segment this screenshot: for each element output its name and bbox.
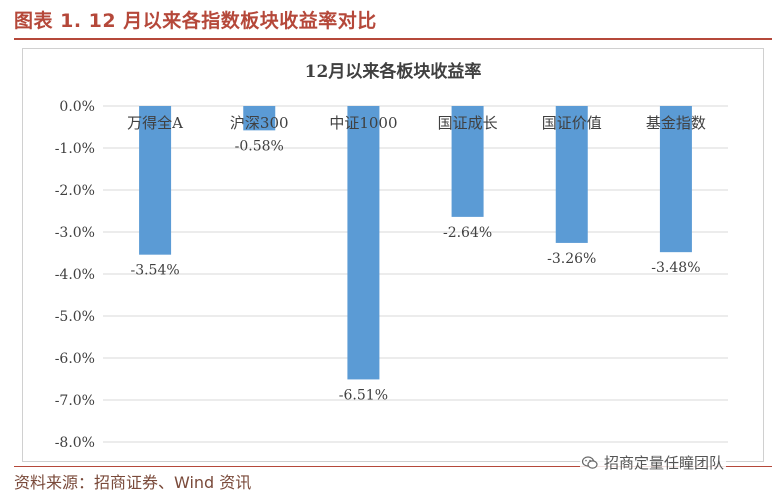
category-label: 万得全A xyxy=(127,114,183,132)
bar xyxy=(347,106,380,380)
data-label: -3.54% xyxy=(130,263,179,279)
bar xyxy=(243,106,276,131)
data-label: -2.64% xyxy=(443,225,492,241)
gridlines xyxy=(103,105,728,443)
y-tick-label: -4.0% xyxy=(55,267,95,283)
data-label: -6.51% xyxy=(339,387,388,403)
value-labels: -3.54% -0.58% -6.51% -2.64% -3.26% -3.48% xyxy=(130,138,700,403)
y-tick-label: -6.0% xyxy=(55,351,95,367)
wechat-icon xyxy=(582,455,598,469)
figure-title: 图表 1. 12 月以来各指数板块收益率对比 xyxy=(14,10,377,32)
category-label: 沪深300 xyxy=(230,114,289,132)
title-rule xyxy=(14,38,772,40)
category-label: 国证价值 xyxy=(542,114,602,132)
footer-rule xyxy=(14,466,772,467)
data-label: -3.26% xyxy=(547,251,596,267)
bar-chart: 12月以来各板块收益率 0.0% -1.0% -2.0% -3.0% -4.0% -5.0… xyxy=(55,61,728,451)
category-label: 基金指数 xyxy=(646,114,706,132)
chart-container: 12月以来各板块收益率 0.0% -1.0% -2.0% -3.0% -4.0% -5.0… xyxy=(22,48,764,462)
bar xyxy=(659,106,692,253)
data-label: -0.58% xyxy=(235,138,284,154)
y-tick-label: -1.0% xyxy=(55,141,95,157)
bar xyxy=(139,106,172,255)
bar xyxy=(555,106,588,243)
y-axis-ticks: 0.0% -1.0% -2.0% -3.0% -4.0% -5.0% -6.0% -7.0% -… xyxy=(55,99,95,451)
category-label: 中证1000 xyxy=(329,114,397,132)
watermark: 招商定量任瞳团队 xyxy=(580,452,727,473)
y-tick-label: -7.0% xyxy=(55,393,95,409)
y-tick-label: -5.0% xyxy=(55,309,95,325)
bar xyxy=(451,106,484,217)
category-labels: 万得全A 沪深300 中证1000 国证成长 国证价值 基金指数 xyxy=(127,114,706,132)
y-tick-label: -8.0% xyxy=(55,435,95,451)
y-tick-label: -3.0% xyxy=(55,225,95,241)
category-label: 国证成长 xyxy=(438,114,498,132)
chart-title: 12月以来各板块收益率 xyxy=(305,61,482,82)
source-note: 资料来源：招商证券、Wind 资讯 xyxy=(14,473,252,492)
y-tick-label: 0.0% xyxy=(59,99,95,115)
watermark-text: 招商定量任瞳团队 xyxy=(604,454,725,472)
y-tick-label: -2.0% xyxy=(55,183,95,199)
data-label: -3.48% xyxy=(651,260,700,276)
bars xyxy=(139,106,692,380)
